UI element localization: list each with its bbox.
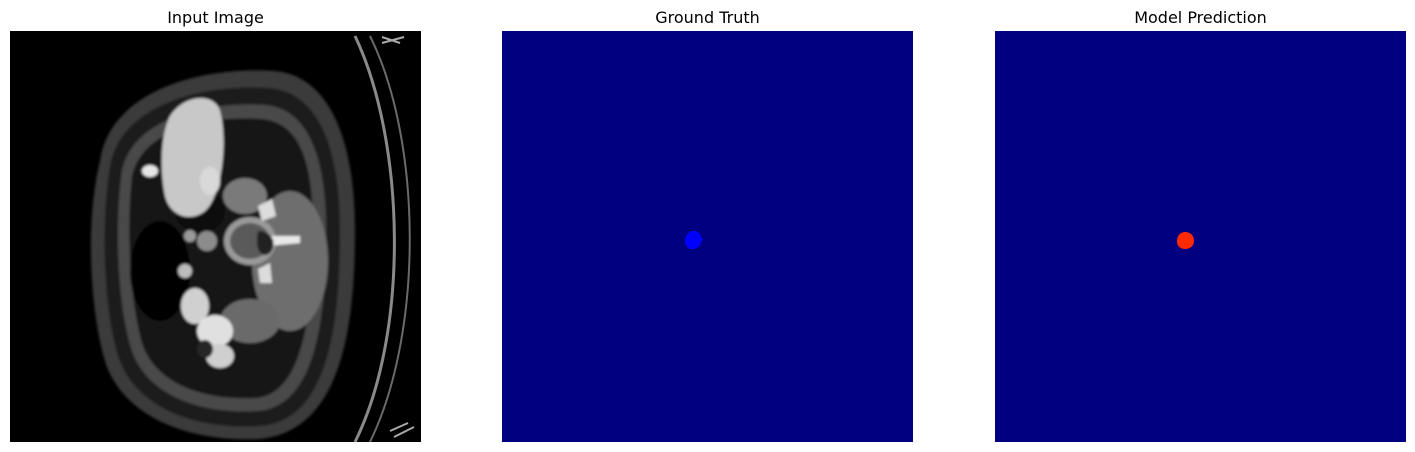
panel-title: Model Prediction [1134, 8, 1267, 27]
aorta [197, 231, 217, 251]
table-marker-top [381, 36, 405, 44]
model-prediction-mask [995, 31, 1406, 442]
panel-title: Input Image [167, 8, 264, 27]
scanner-table-arc-outer [369, 35, 411, 442]
ct-scan-image [10, 31, 421, 442]
ground-truth-mask [502, 31, 913, 442]
panel-input-image: Input Image [10, 0, 421, 452]
panel-ground-truth: Ground Truth [502, 0, 913, 452]
mask-background [502, 31, 913, 442]
scanner-table-arc [353, 35, 396, 442]
kidney-muscle-region [252, 191, 328, 331]
panel-model-prediction: Model Prediction [995, 0, 1406, 452]
table-marker-bottom [389, 422, 415, 438]
panel-title: Ground Truth [655, 8, 760, 27]
contrast-loops [197, 315, 233, 347]
mask-background [995, 31, 1406, 442]
predicted-lesion [1177, 232, 1194, 249]
ground-truth-lesion [685, 231, 703, 249]
